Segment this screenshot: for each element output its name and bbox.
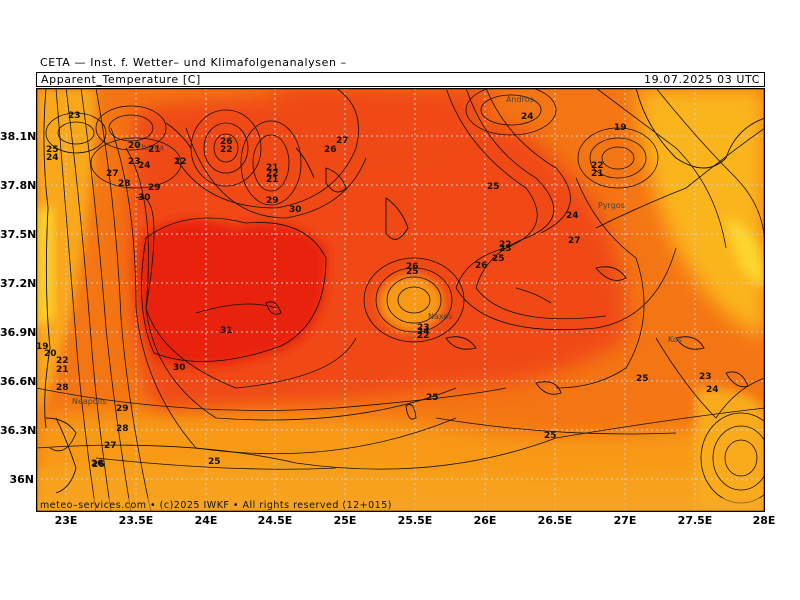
contour-value-label: 19: [36, 342, 49, 352]
contour-value-label: 28: [56, 383, 69, 393]
y-tick-label: 36.9N: [0, 326, 37, 339]
place-chania: Chania: [136, 143, 164, 152]
contour-value-label: 21: [266, 163, 279, 173]
y-tick-label: 37.5N: [0, 228, 37, 241]
contour-value-label: 29: [266, 196, 279, 206]
contour-value-label: 26: [92, 460, 105, 470]
contour-value-label: 23: [499, 244, 512, 254]
contour-value-label: 22: [499, 240, 512, 250]
contour-value-label: 26: [91, 459, 104, 469]
contour-value-label: 25: [636, 374, 649, 384]
contour-value-label: 22: [220, 145, 233, 155]
contour-value-label: 22: [266, 169, 279, 179]
coastlines: [43, 88, 765, 494]
x-tick-label: 26.5E: [537, 514, 573, 527]
y-tick-label: 38.1N: [0, 130, 37, 143]
copyright-footer: meteo–services.com • (c)2025 IWKF • All …: [40, 500, 392, 511]
isolines: [36, 88, 765, 512]
contour-value-label: 30: [138, 193, 151, 203]
contour-value-label: 25: [46, 145, 59, 155]
contour-value-label: 23: [699, 372, 712, 382]
contour-value-label: 30: [289, 205, 302, 215]
map-frame: [36, 88, 765, 512]
contour-value-label: 21: [591, 169, 604, 179]
place-labels: Naxos Pyrgos Kos Neapolis Chania Andros: [72, 95, 682, 406]
x-tick-label: 24.5E: [257, 514, 293, 527]
place-neapolis: Neapolis: [72, 397, 106, 406]
contour-value-label: 21: [148, 145, 161, 155]
contour-value-label: 24: [521, 112, 534, 122]
contour-value-label: 25: [487, 182, 500, 192]
contour-value-label: 21: [56, 365, 69, 375]
contour-value-label: 27: [336, 136, 349, 146]
contour-value-label: 24: [566, 211, 579, 221]
contour-value-label: 26: [220, 137, 233, 147]
x-tick-label: 25.5E: [397, 514, 433, 527]
header-bar: Apparent_Temperature [C] 19.07.2025 03 U…: [36, 72, 765, 87]
contour-value-label: 24: [417, 327, 430, 337]
contour-value-label: 20: [44, 349, 57, 359]
contour-value-label: 22: [591, 161, 604, 171]
contour-value-label: 19: [614, 123, 627, 133]
contour-value-label: 25: [492, 254, 505, 264]
contour-value-label: 31: [220, 326, 233, 336]
place-naxos: Naxos: [428, 312, 452, 321]
y-tick-label: 37.2N: [0, 277, 37, 290]
y-tick-label: 36.6N: [0, 375, 37, 388]
place-andros: Andros: [506, 95, 534, 104]
contour-value-label: 23: [68, 111, 81, 121]
contour-value-label: 29: [148, 183, 161, 193]
y-tick-label: 36.3N: [0, 424, 37, 437]
x-tick-label: 26E: [473, 514, 497, 527]
contour-value-label: 29: [116, 404, 129, 414]
x-tick-label: 23.5E: [118, 514, 154, 527]
contour-value-label: 25: [406, 267, 419, 277]
place-pyrgos: Pyrgos: [598, 201, 625, 210]
y-tick-label: 37.8N: [0, 179, 37, 192]
contour-value-label: 21: [266, 175, 279, 185]
x-tick-label: 27.5E: [677, 514, 713, 527]
x-tick-label: 24E: [194, 514, 218, 527]
contour-labels: 23 25 24 20 21 23 24 22 29 28 27 30 26 2…: [36, 111, 719, 470]
contour-value-label: 24: [706, 385, 719, 395]
x-tick-label: 25E: [333, 514, 357, 527]
contour-value-label: 28: [118, 179, 131, 189]
contour-value-label: 24: [138, 161, 151, 171]
contour-value-label: 30: [173, 363, 186, 373]
contour-value-label: 27: [106, 169, 119, 179]
contour-value-label: 22: [174, 157, 187, 167]
contour-value-label: 20: [128, 141, 141, 151]
contour-value-label: 26: [324, 145, 337, 155]
contour-value-label: 24: [46, 153, 59, 163]
contour-value-label: 22: [56, 356, 69, 366]
contour-value-label: 25: [426, 393, 439, 403]
contour-value-label: 27: [568, 236, 581, 246]
x-tick-label: 27E: [613, 514, 637, 527]
y-tick-label: 36N: [9, 473, 34, 486]
x-tick-label: 28E: [752, 514, 776, 527]
contour-value-label: 23: [417, 323, 430, 333]
contour-value-label: 26: [475, 261, 488, 271]
contour-value-label: 22: [417, 331, 430, 341]
contour-value-label: 25: [208, 457, 221, 467]
contour-value-label: 27: [104, 441, 117, 451]
datetime-label: 19.07.2025 03 UTC: [644, 73, 760, 86]
weather-map: Naxos Pyrgos Kos Neapolis Chania Andros …: [36, 88, 765, 512]
contour-value-label: 23: [128, 157, 141, 167]
source-title: CETA — Inst. f. Wetter– und Klimafolgena…: [40, 56, 347, 69]
contour-value-label: 28: [116, 424, 129, 434]
place-kos: Kos: [668, 335, 682, 344]
contour-value-label: 26: [406, 262, 419, 272]
x-tick-label: 23E: [54, 514, 78, 527]
contour-value-label: 25: [544, 431, 557, 441]
variable-label: Apparent_Temperature [C]: [41, 73, 201, 86]
